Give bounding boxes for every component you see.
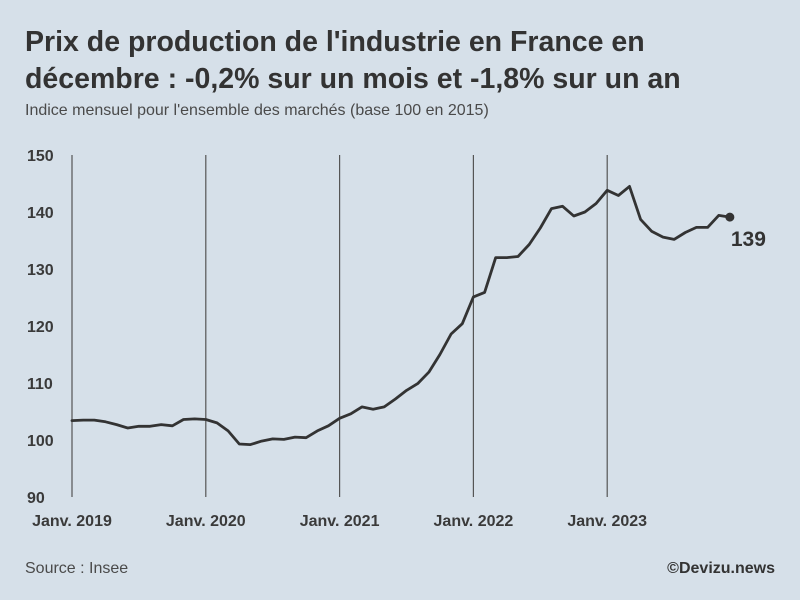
y-tick-label: 140 [27, 205, 54, 222]
chart-subtitle: Indice mensuel pour l'ensemble des march… [25, 102, 489, 119]
y-tick-label: 110 [27, 376, 53, 393]
series-line [70, 184, 732, 447]
y-tick-label: 90 [27, 490, 45, 507]
last-value-label: 139 [731, 228, 766, 251]
x-tick-label: Janv. 2021 [300, 513, 380, 530]
y-tick-label: 100 [27, 433, 54, 450]
source-note: Source : Insee [25, 560, 129, 577]
x-tick-label: Janv. 2019 [32, 513, 112, 530]
y-tick-label: 130 [27, 262, 54, 279]
x-tick-label: Janv. 2022 [434, 513, 514, 530]
x-tick-label: Janv. 2020 [166, 513, 246, 530]
y-tick-label: 120 [27, 319, 54, 336]
y-tick-label: 150 [27, 148, 54, 165]
chart-title: Prix de production de l'industrie en Fra… [25, 26, 681, 95]
credit-logo-text: ©Devizu.news [667, 560, 775, 577]
last-point-marker [725, 212, 735, 222]
x-tick-label: Janv. 2023 [567, 513, 647, 530]
